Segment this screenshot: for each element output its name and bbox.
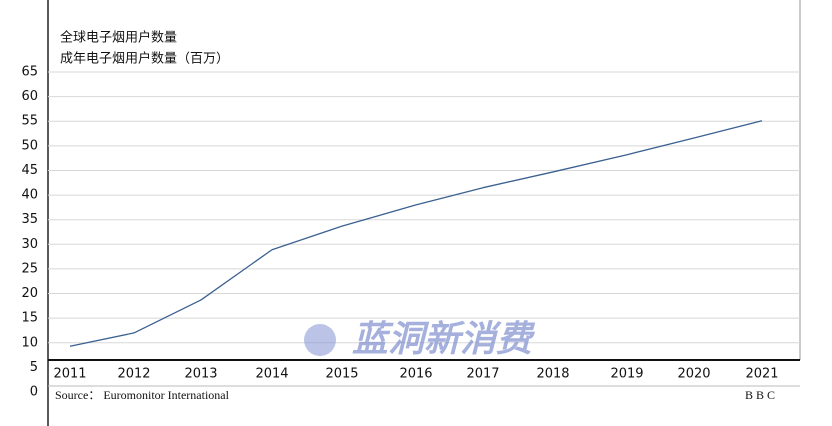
- chart-title: 全球电子烟用户数量: [60, 30, 177, 46]
- watermark-logo: [304, 324, 336, 356]
- plot: 0 5 10 15 20 25 30 35 40 45 50 55 60 65 2011 2012 2013 20…: [21, 65, 800, 400]
- x-tick-label: 2021: [745, 367, 778, 382]
- x-tick-label: 2016: [399, 367, 432, 382]
- x-tick-label: 2012: [117, 367, 150, 382]
- x-tick-label: 2017: [466, 367, 499, 382]
- y-tick-label: 55: [21, 114, 38, 129]
- y-tick-label: 25: [21, 261, 38, 276]
- x-tick-label: 2011: [53, 367, 86, 382]
- y-tick-label: 30: [21, 237, 38, 252]
- y-tick-label: 5: [30, 360, 38, 375]
- y-tick-label: 20: [21, 286, 38, 301]
- y-tick-label: 50: [21, 138, 38, 153]
- y-tick-label: 10: [21, 335, 38, 350]
- y-tick-label: 35: [21, 212, 38, 227]
- x-tick-label: 2013: [184, 367, 217, 382]
- x-tick-label: 2019: [610, 367, 643, 382]
- x-tick-label: 2014: [255, 367, 288, 382]
- y-tick-label: 0: [30, 385, 38, 400]
- watermark: 蓝洞新消费: [352, 319, 536, 360]
- x-tick-label: 2015: [325, 367, 358, 382]
- y-tick-label: 60: [21, 89, 38, 104]
- credit: B B C: [745, 388, 775, 402]
- y-tick-label: 65: [21, 65, 38, 80]
- chart-subtitle: 成年电子烟用户数量（百万）: [60, 51, 229, 67]
- source: Source： Euromonitor International: [55, 388, 230, 402]
- y-tick-label: 45: [21, 163, 38, 178]
- x-tick-label: 2018: [536, 367, 569, 382]
- x-tick-label: 2020: [677, 367, 710, 382]
- y-tick-label: 15: [21, 311, 38, 326]
- data-line: [69, 120, 763, 347]
- y-tick-label: 40: [21, 188, 38, 203]
